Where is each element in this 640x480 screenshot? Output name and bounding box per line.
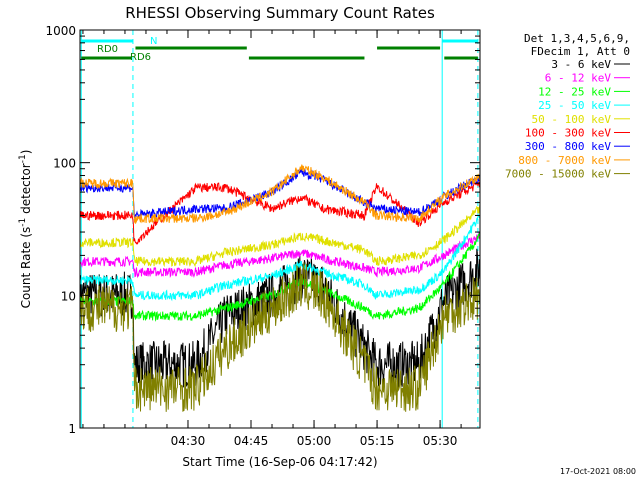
night-label: N: [150, 36, 157, 47]
legend-entry: 7000 - 15000 keV: [505, 168, 611, 181]
series-line: [79, 262, 481, 412]
legend-entry: 300 - 800 keV: [525, 140, 611, 153]
legend-entry: 3 - 6 keV: [551, 58, 611, 71]
legend-header-1: Det 1,3,4,5,6,9,: [524, 32, 630, 45]
x-tick-label: 05:30: [423, 434, 458, 448]
legend-entry: 25 - 50 keV: [538, 99, 611, 112]
y-tick-label: 100: [53, 157, 76, 171]
x-tick-label: 04:30: [171, 434, 206, 448]
saa-label: RD0: [97, 44, 118, 55]
x-axis-label: Start Time (16-Sep-06 04:17:42): [182, 455, 377, 469]
footer-date: 17-Oct-2021 08:00: [560, 467, 636, 476]
legend-entry: 100 - 300 keV: [525, 127, 611, 140]
series-line: [79, 164, 481, 225]
legend: Det 1,3,4,5,6,9, FDecim 1, Att 0 3 - 6 k…: [505, 32, 630, 181]
y-tick-label: 10: [61, 289, 76, 303]
legend-entry: 800 - 7000 keV: [518, 154, 611, 167]
saa2-label: RD6: [130, 52, 151, 63]
plot-frame: [79, 29, 481, 429]
legend-entry: 50 - 100 keV: [532, 113, 612, 126]
y-tick-label: 1: [68, 422, 76, 436]
chart-title: RHESSI Observing Summary Count Rates: [125, 4, 435, 22]
x-tick-label: 05:15: [360, 434, 395, 448]
x-tick-label: 04:45: [234, 434, 269, 448]
series-line: [79, 232, 481, 279]
legend-entry: 6 - 12 keV: [545, 72, 612, 85]
series-line: [79, 214, 480, 302]
series-line: [79, 204, 481, 268]
y-tick-label: 1000: [45, 24, 76, 38]
x-tick-label: 05:00: [297, 434, 332, 448]
legend-entry: 12 - 25 keV: [538, 85, 611, 98]
y-axis-label: Count Rate (s-1 detector-1): [18, 150, 33, 309]
legend-header-2: FDecim 1, Att 0: [531, 45, 630, 58]
